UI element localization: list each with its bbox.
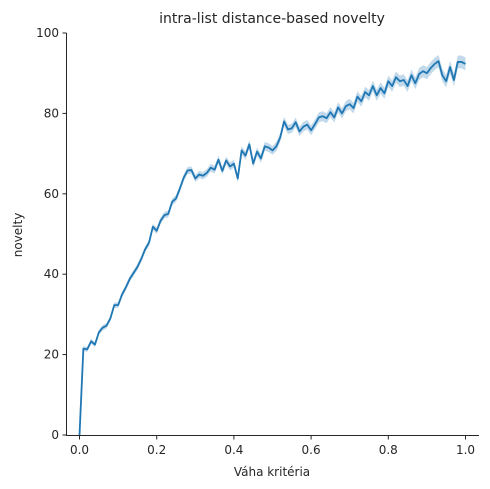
x-axis-ticks: 0.0 0.2 0.4 0.6 0.8 1.0 <box>70 435 475 457</box>
y-axis-ticks: 0 20 40 60 80 100 <box>36 26 67 442</box>
y-tick-label: 40 <box>44 267 59 281</box>
confidence-band <box>79 54 466 436</box>
series-line <box>78 60 466 436</box>
y-tick-label: 0 <box>51 428 59 442</box>
x-tick-label: 0.8 <box>379 443 398 457</box>
x-tick-label: 1.0 <box>456 443 475 457</box>
x-tick-label: 0.2 <box>147 443 166 457</box>
x-tick-label: 0.4 <box>224 443 243 457</box>
y-tick-label: 80 <box>44 106 59 120</box>
y-tick-label: 100 <box>36 26 59 40</box>
x-tick-label: 0.0 <box>70 443 89 457</box>
y-axis-label: novelty <box>11 213 25 258</box>
y-tick-label: 20 <box>44 348 59 362</box>
chart-title: intra-list distance-based novelty <box>159 11 385 27</box>
x-tick-label: 0.6 <box>302 443 321 457</box>
plot-area <box>78 54 466 436</box>
y-tick-label: 60 <box>44 187 59 201</box>
x-axis-label: Váha kritéria <box>234 465 310 479</box>
